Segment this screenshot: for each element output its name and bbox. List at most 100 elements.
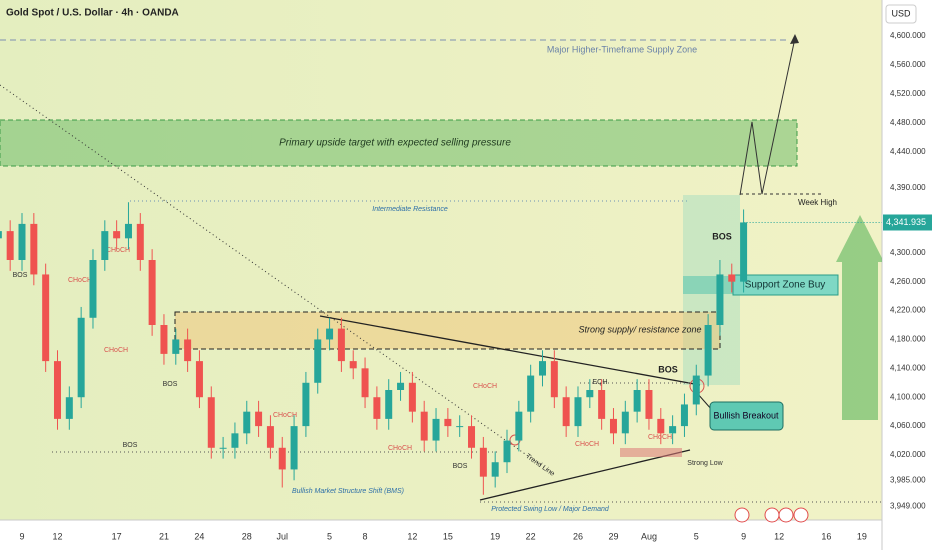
y-tick-label: 4,220.000 (890, 306, 926, 315)
candle-body (278, 447, 286, 470)
candle-body (408, 382, 416, 412)
breakout-label: Bullish Breakout (713, 410, 779, 420)
candle-body (172, 339, 180, 354)
annotation: BOS (163, 381, 178, 388)
candle-body (444, 418, 452, 427)
candle-body (716, 274, 724, 325)
candle-body (657, 418, 665, 434)
candle-body (136, 223, 144, 260)
event-icon (778, 507, 794, 523)
candle-body (515, 411, 523, 441)
annotation: CHoCH (104, 347, 128, 354)
x-tick-label: Jul (276, 531, 288, 541)
supply-zone-label: Major Higher-Timeframe Supply Zone (547, 44, 697, 54)
x-tick-label: 15 (443, 531, 453, 541)
projection-arrowhead (790, 34, 799, 44)
candle-body (0, 231, 2, 239)
candle-body (30, 223, 38, 275)
y-axis-area (882, 0, 932, 550)
candle-body (574, 397, 582, 427)
candle-body (184, 339, 192, 362)
candle-body (302, 382, 310, 427)
candle-body (432, 418, 440, 441)
y-tick-label: 4,100.000 (890, 392, 926, 401)
x-tick-label: 21 (159, 531, 169, 541)
x-tick-label: 26 (573, 531, 583, 541)
candle-body (373, 397, 381, 419)
candle-body (680, 404, 688, 427)
y-tick-label: 3,949.000 (890, 501, 926, 510)
x-tick-label: 19 (857, 531, 867, 541)
candle-body (42, 274, 50, 362)
candle-body (207, 397, 215, 448)
candle-body (160, 325, 168, 354)
candle-body (337, 328, 345, 362)
x-tick-label: 22 (526, 531, 536, 541)
candle-body (53, 361, 61, 419)
event-icon (793, 507, 809, 523)
y-tick-label: 4,520.000 (890, 89, 926, 98)
candle-body (728, 274, 736, 282)
candle-body (290, 426, 298, 470)
candle-body (266, 426, 274, 448)
currency-box[interactable] (885, 4, 917, 24)
candle-body (527, 375, 535, 412)
candle-body (704, 325, 712, 376)
candles (0, 202, 748, 495)
annotation: CHoCH (106, 247, 130, 254)
y-tick-label: 4,260.000 (890, 277, 926, 286)
annotation: BOS (712, 231, 732, 241)
candle-body (243, 411, 251, 434)
x-tick-label: 12 (407, 531, 417, 541)
y-tick-label: 4,140.000 (890, 363, 926, 372)
annotation: Bullish Market Structure Shift (BMS) (292, 488, 404, 495)
candle-body (148, 260, 156, 325)
annotation: CHoCH (68, 277, 92, 284)
candle-body (621, 411, 629, 434)
candle-body (609, 418, 617, 434)
target-zone-label: Primary upside target with expected sell… (279, 138, 511, 149)
candle-body (645, 390, 653, 419)
annotation: BOS (123, 442, 138, 449)
candle-body (113, 231, 121, 239)
descending-trendline (319, 315, 701, 386)
annotation: EQH (592, 379, 607, 386)
candle-body (456, 426, 464, 428)
annotation: CHoCH (648, 434, 672, 441)
candle-body (6, 231, 14, 260)
candle-body (326, 328, 334, 340)
x-tick-label: 9 (19, 531, 24, 541)
currency-label: USD (891, 8, 911, 18)
x-tick-label: 28 (242, 531, 252, 541)
candle-body (586, 390, 594, 398)
x-tick-label: 12 (52, 531, 62, 541)
plot-background (0, 0, 882, 520)
support-zone-label: Support Zone Buy (745, 280, 826, 291)
y-tick-label: 4,480.000 (890, 118, 926, 127)
x-tick-label: 5 (694, 531, 699, 541)
x-tick-label: Aug (641, 531, 657, 541)
x-tick-label: 29 (608, 531, 618, 541)
candle-body (503, 440, 511, 463)
week-high-label: Week High (798, 198, 837, 207)
last-price-label: 4,341.935 (886, 217, 926, 227)
candle-body (231, 433, 239, 448)
candle-body (195, 361, 203, 398)
candle-body (633, 390, 641, 412)
candle-body (89, 260, 97, 318)
candle-body (397, 382, 405, 390)
y-tick-label: 4,600.000 (890, 31, 926, 40)
candle-body (550, 361, 558, 398)
event-icon (764, 507, 780, 523)
y-tick-label: 4,180.000 (890, 335, 926, 344)
support-zone-box (732, 274, 839, 296)
candle-body (361, 368, 369, 398)
candle-body (314, 339, 322, 383)
x-tick-label: 9 (741, 531, 746, 541)
candle-body (740, 222, 748, 282)
target-zone (0, 119, 798, 167)
x-tick-label: 16 (821, 531, 831, 541)
candle-body (124, 223, 132, 239)
strong-low-zone (620, 448, 682, 457)
